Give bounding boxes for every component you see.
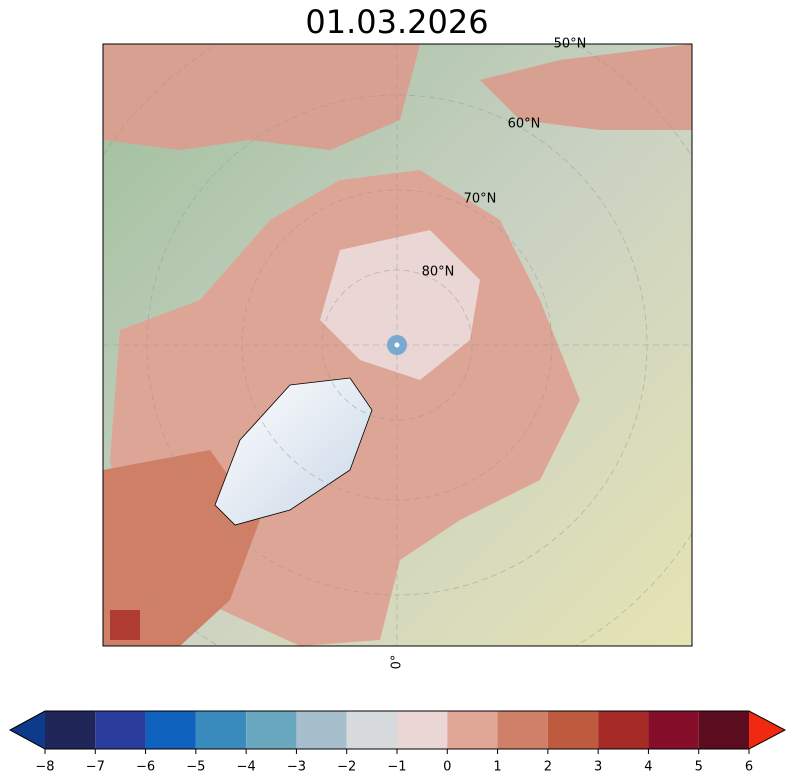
colorbar-tick-label: 2 <box>544 760 552 775</box>
colorbar-segment <box>497 711 548 749</box>
colorbar-segment <box>296 711 347 749</box>
colorbar-tick-label: 0 <box>443 760 451 775</box>
colorbar-segment <box>648 711 699 749</box>
greenland-ice <box>214 377 373 526</box>
colorbar-segment <box>598 711 649 749</box>
colorbar-tick-label: −5 <box>186 760 205 775</box>
colorbar-tick-label: −2 <box>337 760 356 775</box>
map-frame <box>102 43 693 647</box>
colorbar-under <box>10 711 45 749</box>
colorbar-tick-label: −7 <box>86 760 105 775</box>
colorbar-segment <box>547 711 599 749</box>
pole-marker <box>394 342 400 348</box>
anomaly-region <box>103 44 420 150</box>
colorbar-segment <box>698 711 749 749</box>
latitude-label: 70°N <box>464 192 497 207</box>
colorbar-segment <box>246 711 297 749</box>
colorbar-over <box>749 711 785 749</box>
colorbar-tick-label: 1 <box>493 760 501 775</box>
colorbar-tick-label: 5 <box>695 760 703 775</box>
colorbar-segment <box>195 711 247 749</box>
latitude-label: 50°N <box>554 37 587 52</box>
anomaly-region <box>480 44 692 130</box>
colorbar-tick-label: −8 <box>35 760 54 775</box>
anomaly-region <box>110 610 140 640</box>
colorbar-segment <box>45 711 96 749</box>
colorbar-tick-label: 3 <box>594 760 602 775</box>
colorbar-tick-label: −6 <box>136 760 155 775</box>
colorbar-segment <box>95 711 146 749</box>
map-area <box>103 44 692 646</box>
anomaly-region <box>320 230 480 380</box>
latitude-label: 60°N <box>508 117 541 132</box>
latitude-label: 80°N <box>422 265 455 280</box>
colorbar: −8 −7 −6 −5 −4 −3 −2 −1 0 1 2 3 4 5 6 <box>8 710 787 775</box>
colorbar-segment <box>145 711 196 749</box>
map-title: 01.03.2026 <box>305 3 488 41</box>
colorbar-segment <box>397 711 448 749</box>
longitude-label: 0° <box>390 655 405 670</box>
colorbar-tick-label: −3 <box>287 760 306 775</box>
colorbar-tick-label: −1 <box>387 760 406 775</box>
colorbar-tick-label: −4 <box>237 760 256 775</box>
colorbar-segment <box>447 711 498 749</box>
colorbar-segment <box>346 711 397 749</box>
colorbar-tick-label: 4 <box>644 760 652 775</box>
colorbar-tick-label: 6 <box>745 760 753 775</box>
